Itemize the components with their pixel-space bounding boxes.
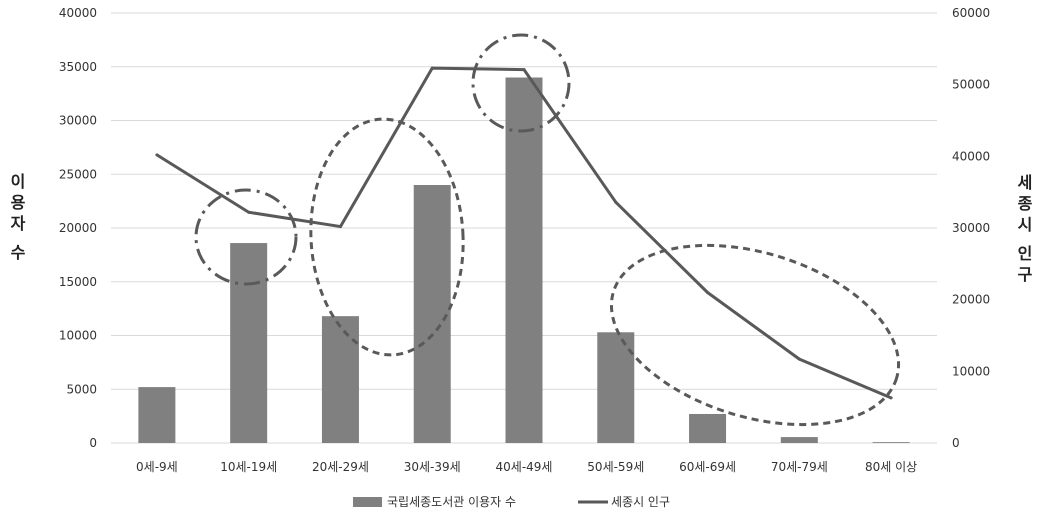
y-axis-right-ticks: 0 10000 20000 30000 40000 50000 60000 [952, 6, 990, 450]
bar [505, 77, 543, 443]
bar [230, 243, 268, 443]
bar [138, 387, 176, 443]
y2-axis-title-char: 인 [1018, 244, 1033, 263]
line-point [706, 291, 710, 294]
y2-tick-label: 50000 [952, 78, 990, 92]
legend-bar-swatch [353, 497, 382, 507]
line-point [522, 68, 526, 72]
y-axis-title-char: 자 [11, 214, 26, 233]
x-tick-label: 70세-79세 [771, 460, 828, 474]
line-point [797, 357, 801, 361]
annotation-ellipses [194, 33, 901, 427]
x-tick-label: 20세-29세 [312, 460, 369, 474]
line-point [614, 200, 618, 204]
x-tick-label: 40세-49세 [496, 460, 553, 474]
y-axis-title-char: 이 [11, 172, 26, 191]
legend-line-label: 세종시 인구 [611, 495, 670, 509]
y-tick-label: 35000 [59, 60, 97, 74]
x-tick-label: 60세-69세 [679, 460, 736, 474]
annotation-ellipse [194, 188, 298, 286]
line-point [338, 225, 342, 229]
y2-axis-title-char: 종 [1018, 194, 1033, 213]
y2-tick-label: 0 [952, 436, 960, 450]
line-series [155, 66, 893, 400]
x-tick-label: 10세-19세 [220, 460, 277, 474]
y-tick-label: 0 [89, 436, 97, 450]
x-tick-label: 0세-9세 [136, 460, 178, 474]
bar [780, 437, 818, 443]
y2-tick-label: 40000 [952, 149, 990, 163]
bar [413, 185, 451, 443]
x-tick-label: 50세-59세 [587, 460, 644, 474]
y-axis-left-ticks: 0 5000 10000 15000 20000 25000 30000 35000 40000 [59, 6, 97, 450]
y-axis-title-char: 용 [11, 193, 26, 212]
bar [321, 316, 359, 443]
y-tick-label: 40000 [59, 6, 97, 20]
annotation-ellipse [309, 117, 465, 357]
y-axis-title-char: 수 [11, 243, 26, 262]
y-tick-label: 25000 [59, 167, 97, 181]
y-tick-label: 20000 [59, 221, 97, 235]
y-tick-label: 5000 [66, 382, 97, 396]
y2-axis-title-char: 시 [1018, 215, 1033, 234]
line-point [155, 153, 159, 157]
y2-tick-label: 10000 [952, 364, 990, 378]
y2-tick-label: 60000 [952, 6, 990, 20]
annotation-ellipse [609, 243, 901, 427]
y2-tick-label: 30000 [952, 221, 990, 235]
line-point [247, 210, 251, 214]
bar [689, 413, 727, 443]
legend: 국립세종도서관 이용자 수 세종시 인구 [353, 495, 670, 509]
y2-tick-label: 20000 [952, 293, 990, 307]
bar-series [138, 77, 910, 443]
y-tick-label: 15000 [59, 275, 97, 289]
y-tick-label: 10000 [59, 329, 97, 343]
line-point [889, 396, 893, 400]
x-axis-ticks: 0세-9세 10세-19세 20세-29세 30세-39세 40세-49세 50세-59세… [136, 460, 917, 474]
line-point [430, 66, 434, 70]
y2-axis-title-char: 세 [1018, 173, 1033, 192]
legend-bar-label: 국립세종도서관 이용자 수 [387, 495, 516, 509]
x-tick-label: 80세 이상 [865, 460, 917, 474]
x-tick-label: 30세-39세 [404, 460, 461, 474]
y2-axis-title-char: 구 [1018, 265, 1033, 284]
y-tick-label: 30000 [59, 114, 97, 128]
annotation-ellipse [471, 33, 571, 133]
bar [872, 442, 910, 443]
